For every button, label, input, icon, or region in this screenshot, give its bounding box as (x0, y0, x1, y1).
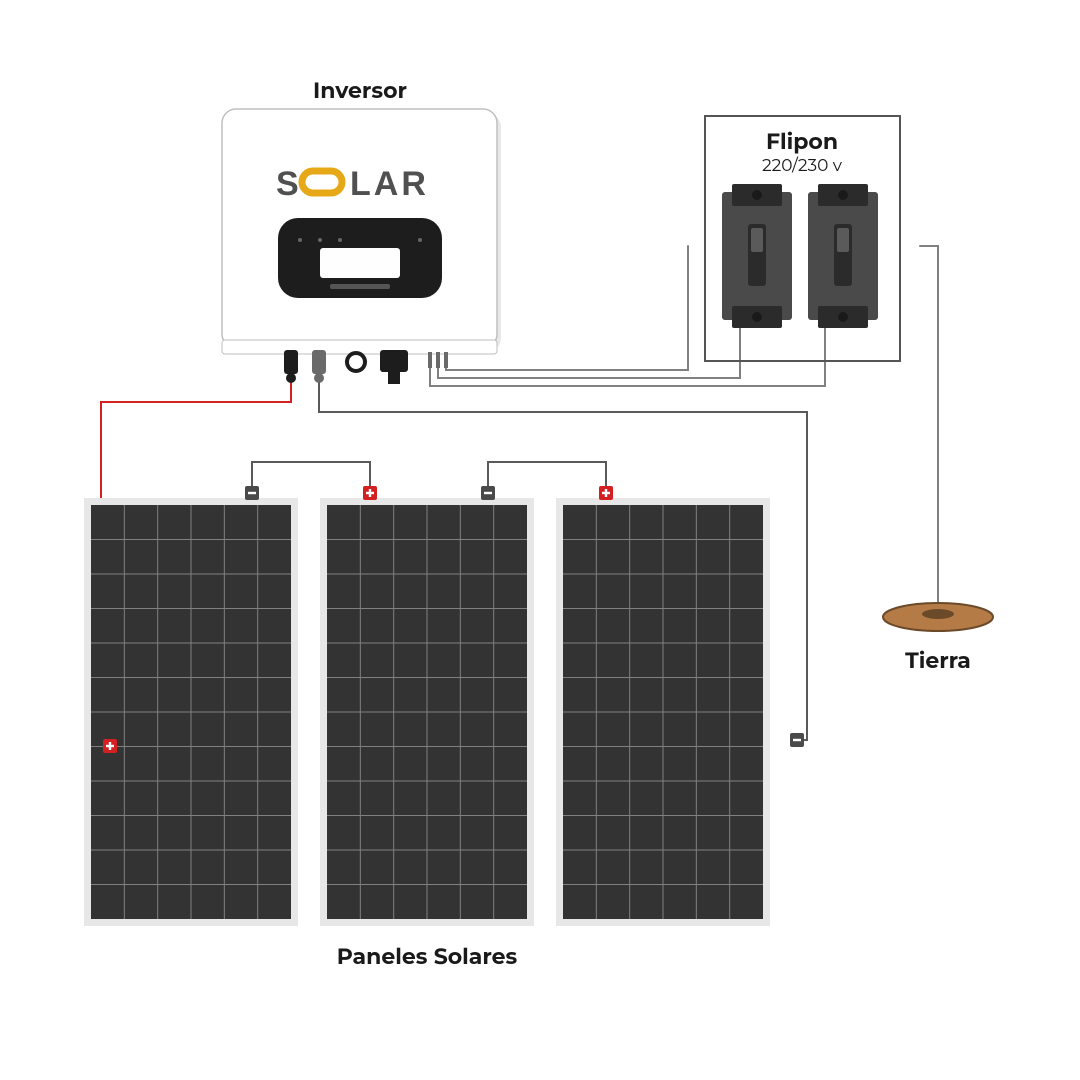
solar-panel-3 (556, 498, 770, 926)
wire-panel2-to-panel3 (488, 462, 606, 493)
ground-label: Tierra (905, 647, 971, 674)
panels-label: Paneles Solares (337, 943, 518, 970)
breaker-pole-2 (808, 184, 878, 328)
terminal-negative (245, 486, 259, 500)
inverter: Inversor S LAR (222, 77, 501, 384)
terminal-positive (103, 739, 117, 753)
wire-ground (920, 246, 938, 608)
solar-panel-2 (320, 498, 534, 926)
ground: Tierra (883, 603, 993, 674)
terminal-positive (363, 486, 377, 500)
brand-letter-s: S (276, 165, 302, 203)
breaker-pole-1 (722, 184, 792, 328)
terminal-positive (599, 486, 613, 500)
terminal-negative (481, 486, 495, 500)
brand-letters-lar: LAR (350, 165, 429, 203)
solar-wiring-diagram: Inversor S LAR (0, 0, 1080, 1080)
inverter-ports (284, 350, 448, 384)
inverter-brand: S LAR (276, 165, 429, 203)
breaker-title: Flipon (766, 128, 838, 155)
inverter-label: Inversor (313, 77, 407, 104)
solar-panels (84, 486, 804, 926)
solar-panel-1 (84, 498, 298, 926)
wire-panel1-to-panel2 (252, 462, 370, 493)
terminal-negative (790, 733, 804, 747)
breaker-box: Flipon 220/230 v (705, 116, 900, 361)
breaker-subtitle: 220/230 v (762, 156, 843, 176)
inverter-display (278, 218, 442, 298)
